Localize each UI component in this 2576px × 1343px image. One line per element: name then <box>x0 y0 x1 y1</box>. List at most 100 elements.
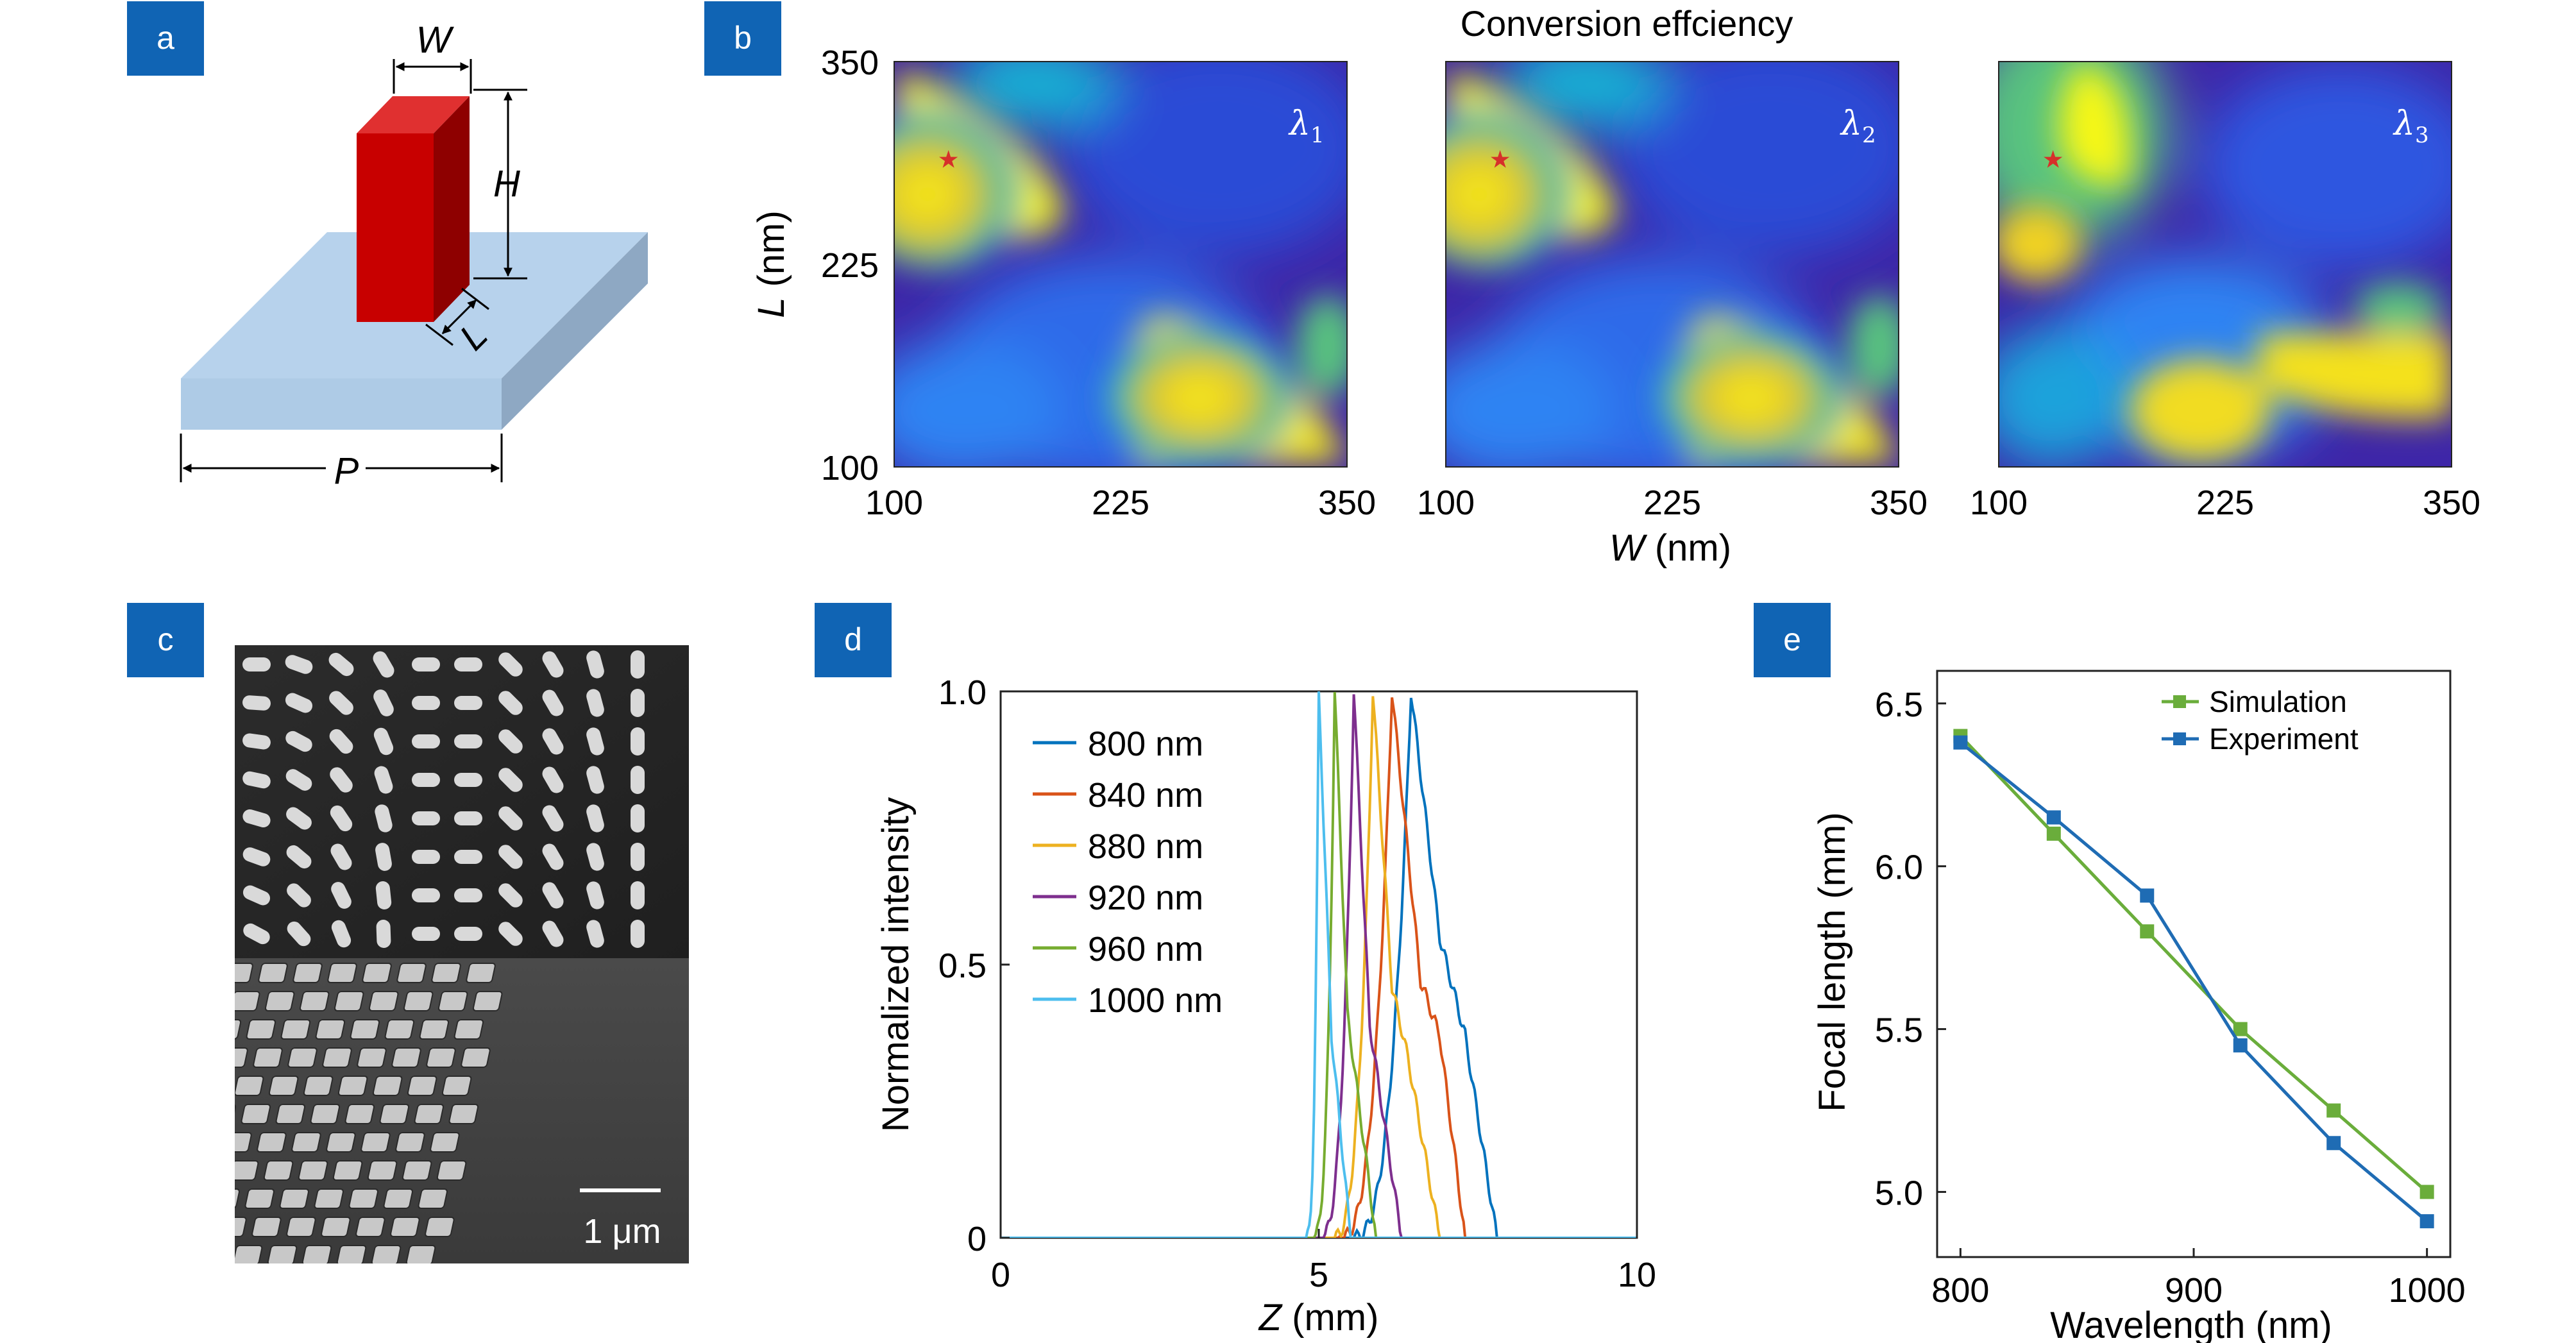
sem-pillar <box>412 850 440 864</box>
sem-pillar <box>498 845 523 869</box>
sem-pillar-tilted <box>391 1047 421 1068</box>
pillar-top <box>357 96 470 133</box>
sem-pillar-tilted <box>407 1076 437 1096</box>
sem-pillar-tilted <box>183 1048 213 1067</box>
sem-pillar-tilted <box>241 1104 271 1124</box>
sem-pillar <box>242 771 271 789</box>
sem-pillar <box>631 920 645 948</box>
sem-pillar-tilted <box>141 1189 171 1208</box>
sem-pillar <box>498 691 523 715</box>
heatmap-title: Conversion effciency <box>1461 3 1793 44</box>
intensity-xtick: 0 <box>991 1256 1010 1294</box>
panel-letter-a-text: a <box>157 20 174 56</box>
sem-pillar <box>631 689 645 717</box>
focal-point <box>2233 1022 2248 1036</box>
sem-pillar-tilted <box>292 963 323 983</box>
sem-pillar <box>285 731 312 752</box>
sem-pillar-tilted <box>153 1133 182 1152</box>
sem-pillar-tilted <box>106 1189 136 1208</box>
sem-pillar-tilted <box>73 1020 103 1039</box>
sem-pillar-tilted <box>235 1217 247 1237</box>
sem-pillar-tilted <box>244 1188 275 1209</box>
panel-letter-d-text: d <box>844 621 862 657</box>
heatmap-lambda1-label: λ1 <box>1288 105 1325 148</box>
intensity-xlabel: Z (mm) <box>1258 1297 1379 1339</box>
sem-pillar-tilted <box>268 1076 299 1096</box>
sem-pillar-tilted <box>0 1076 21 1095</box>
sem-pillar-tilted <box>14 1133 44 1152</box>
sem-pillar <box>375 843 392 871</box>
sem-pillar <box>412 773 440 787</box>
sem-pillar-tilted <box>287 1047 318 1068</box>
sem-pillar-tilted <box>9 1217 38 1237</box>
sem-pillar-tilted <box>235 991 260 1011</box>
sem-pillar-tilted <box>299 991 330 1011</box>
sem-pillar-tilted <box>78 1217 108 1237</box>
sem-pillar-tilted <box>15 963 45 983</box>
intensity-ytick: 0 <box>967 1220 987 1258</box>
sem-pillar-tilted <box>472 991 503 1011</box>
sem-scalebar-label: 1 μm <box>583 1212 661 1251</box>
sem-pillar-tilted <box>235 1245 263 1263</box>
sem-pillar-tilted <box>57 992 87 1011</box>
focal-xtick: 1000 <box>2389 1271 2466 1310</box>
focal-xlabel: Wavelength (nm) <box>2050 1305 2332 1343</box>
focal-point <box>2140 924 2155 939</box>
sem-pillar <box>328 652 354 677</box>
sem-pillar-tilted <box>177 1020 207 1039</box>
substrate-side <box>502 232 648 430</box>
heatmap-xtick: 350 <box>1870 484 1928 522</box>
sem-pillar-tilted <box>322 1047 352 1068</box>
sem-pillar <box>242 657 271 672</box>
sem-pillar-tilted <box>372 1076 403 1096</box>
heatmap-xtick: 100 <box>1417 484 1475 522</box>
sem-pillar-tilted <box>405 1245 436 1263</box>
sem-pillar <box>375 804 393 832</box>
sem-pillar <box>331 882 352 909</box>
sem-pillar-tilted <box>92 992 121 1011</box>
sem-pillar <box>498 652 523 677</box>
unit-cell-diagram: W H L P <box>180 19 648 492</box>
heatmap-ylabel: L (nm) <box>750 210 792 318</box>
intensity-ylabel: Normalized intensity <box>875 797 917 1132</box>
sem-pillar <box>412 811 440 825</box>
sem-pillar <box>242 885 271 906</box>
sem-pillar-tilted <box>142 1020 172 1039</box>
sem-pillar <box>376 920 391 948</box>
focal-ytick: 6.0 <box>1875 849 1923 887</box>
sem-pillar <box>374 766 393 794</box>
panel-letter-e-text: e <box>1783 621 1801 657</box>
sem-pillar-tilted <box>68 1104 97 1124</box>
heatmap-xtick: 225 <box>2196 484 2254 522</box>
sem-pillar <box>631 881 645 909</box>
sem-pillar-tilted <box>37 1189 67 1208</box>
heatmap-xtick: 100 <box>865 484 923 522</box>
sem-pillar-tilted <box>348 1188 378 1209</box>
sem-pillar <box>631 650 645 679</box>
heatmap-lambda1 <box>894 62 1347 467</box>
sem-pillar <box>454 888 482 902</box>
sem-pillar-tilted <box>21 1161 51 1180</box>
panel-letter-b: b <box>704 1 781 76</box>
sem-pillar-tilted <box>22 992 52 1011</box>
sem-pillar <box>242 847 271 866</box>
focal-legend-marker <box>2173 695 2186 708</box>
sem-pillar <box>586 650 604 679</box>
sem-bot-pillars <box>0 963 503 1265</box>
sem-pillar-tilted <box>90 1161 120 1180</box>
focal-legend: Simulation Experiment <box>2162 685 2359 756</box>
dim-label-h: H <box>493 163 520 205</box>
sem-pillar <box>498 806 523 831</box>
sem-pillar-tilted <box>441 1076 472 1096</box>
sem-pillar-tilted <box>118 1133 148 1152</box>
focal-plot-frame <box>1936 670 2452 1258</box>
sem-pillar-tilted <box>355 1217 386 1237</box>
sem-pillar-tilted <box>390 1217 420 1237</box>
sem-pillar-tilted <box>49 1133 78 1152</box>
sem-pillar-tilted <box>94 1246 124 1265</box>
dim-label-w: W <box>416 19 455 61</box>
sem-pillar <box>373 651 394 678</box>
intensity-xtick: 10 <box>1618 1256 1656 1294</box>
sem-pillar <box>586 881 604 909</box>
